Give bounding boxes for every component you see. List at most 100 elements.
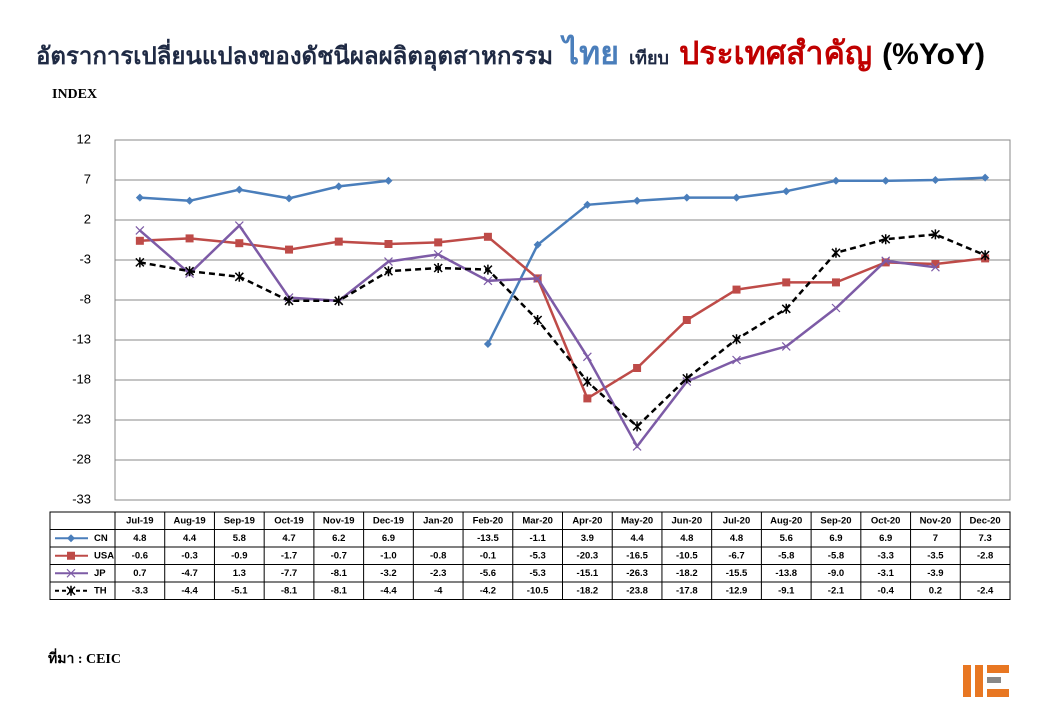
marker xyxy=(931,176,940,184)
table-cell: -0.8 xyxy=(430,550,446,561)
table-cell: -18.2 xyxy=(676,568,698,579)
source: ที่มา : CEIC xyxy=(48,648,121,667)
marker xyxy=(384,257,393,267)
table-cell: 4.4 xyxy=(183,533,197,544)
table-cell: -3.2 xyxy=(380,568,396,579)
marker xyxy=(831,303,841,313)
table-cell: 4.8 xyxy=(133,533,146,544)
table-cell: -0.9 xyxy=(231,550,247,561)
marker xyxy=(732,193,741,202)
table-header: Sep-19 xyxy=(224,515,255,526)
table-cell: -5.3 xyxy=(529,568,545,579)
table-cell: -13.5 xyxy=(477,533,499,544)
marker xyxy=(433,249,443,259)
table-cell: -4 xyxy=(434,585,443,596)
marker xyxy=(285,194,294,203)
table-cell: -1.1 xyxy=(529,533,546,544)
table-cell: -0.4 xyxy=(878,585,895,596)
table-cell: -0.6 xyxy=(132,550,148,561)
table-cell: 4.4 xyxy=(630,533,644,544)
marker xyxy=(483,264,493,275)
title-part: ประเทศสำคัญ xyxy=(678,35,873,71)
table-cell: -7.7 xyxy=(281,568,297,579)
legend-label: USA xyxy=(94,550,114,561)
table-header: Sep-20 xyxy=(820,515,851,526)
table-header: Nov-19 xyxy=(323,515,355,526)
marker xyxy=(235,239,244,248)
marker xyxy=(633,364,642,372)
legend-label: TH xyxy=(94,585,107,596)
table-cell: -3.9 xyxy=(927,568,943,579)
title-part: ไทย xyxy=(563,35,619,71)
marker xyxy=(135,236,144,245)
marker xyxy=(831,176,840,185)
marker xyxy=(234,221,244,231)
marker xyxy=(682,316,691,324)
table-cell: -17.8 xyxy=(676,585,698,596)
marker xyxy=(433,263,443,273)
table-cell: -5.8 xyxy=(828,550,844,561)
marker xyxy=(831,247,841,258)
marker xyxy=(483,232,492,241)
table-header: Jun-20 xyxy=(671,515,702,526)
table-header: May-20 xyxy=(621,515,653,526)
table-cell: 5.8 xyxy=(233,533,246,544)
table-cell: -13.8 xyxy=(775,568,797,579)
marker xyxy=(583,200,592,209)
table-cell: -8.1 xyxy=(331,568,348,579)
table-cell: -1.7 xyxy=(281,550,297,561)
marker xyxy=(881,256,891,266)
table-cell: 5.6 xyxy=(780,533,793,544)
table-header: Aug-19 xyxy=(173,515,205,526)
title-part: (%YoY) xyxy=(882,38,985,71)
marker xyxy=(682,193,691,202)
y-tick-label: 7 xyxy=(84,171,91,186)
series-line xyxy=(139,235,986,401)
marker xyxy=(731,334,742,345)
table-cell: 1.3 xyxy=(233,568,246,579)
marker xyxy=(782,278,791,287)
marker xyxy=(781,303,791,314)
table-cell: -10.5 xyxy=(527,585,549,596)
table-cell: -3.1 xyxy=(878,568,895,579)
table-cell: -20.3 xyxy=(577,550,599,561)
marker xyxy=(185,266,195,277)
marker xyxy=(633,196,642,205)
table-header: Dec-20 xyxy=(970,515,1001,526)
marker xyxy=(384,176,393,185)
table-cell: -0.3 xyxy=(181,550,197,561)
table-header: Jul-19 xyxy=(126,515,153,526)
y-tick-label: -3 xyxy=(79,251,91,266)
table-header: Apr-20 xyxy=(572,515,602,526)
table-cell: -5.1 xyxy=(231,585,248,596)
table-cell: 4.7 xyxy=(282,533,295,544)
table-cell: 6.9 xyxy=(879,533,892,544)
legend-label: CN xyxy=(94,533,108,544)
table-cell: -4.7 xyxy=(181,568,197,579)
table-cell: -2.1 xyxy=(828,585,845,596)
marker xyxy=(632,441,642,451)
marker xyxy=(483,276,493,286)
table-cell: -15.5 xyxy=(726,568,748,579)
table-cell: 6.2 xyxy=(332,533,345,544)
table-header: Feb-20 xyxy=(473,515,504,526)
marker xyxy=(782,187,791,196)
y-axis-label: INDEX xyxy=(52,87,97,102)
title: อัตราการเปลี่ยนแปลงของดัชนีผลผลิตอุตสาหก… xyxy=(36,28,995,79)
legend-label: JP xyxy=(94,568,106,579)
marker xyxy=(831,278,840,287)
y-tick-label: -28 xyxy=(72,451,91,466)
table-cell: -4.4 xyxy=(181,585,198,596)
table-cell: -6.7 xyxy=(728,550,744,561)
y-tick-label: -13 xyxy=(72,331,91,346)
table-cell: -3.3 xyxy=(132,585,148,596)
marker xyxy=(334,295,344,306)
legend-marker xyxy=(66,568,76,578)
marker xyxy=(732,285,741,294)
table-cell: -5.3 xyxy=(529,550,545,561)
marker xyxy=(285,245,294,254)
title-part: อัตราการเปลี่ยนแปลงของดัชนีผลผลิตอุตสาหก… xyxy=(36,43,554,70)
table-cell: -2.8 xyxy=(977,550,993,561)
table-cell: -1.0 xyxy=(380,550,396,561)
